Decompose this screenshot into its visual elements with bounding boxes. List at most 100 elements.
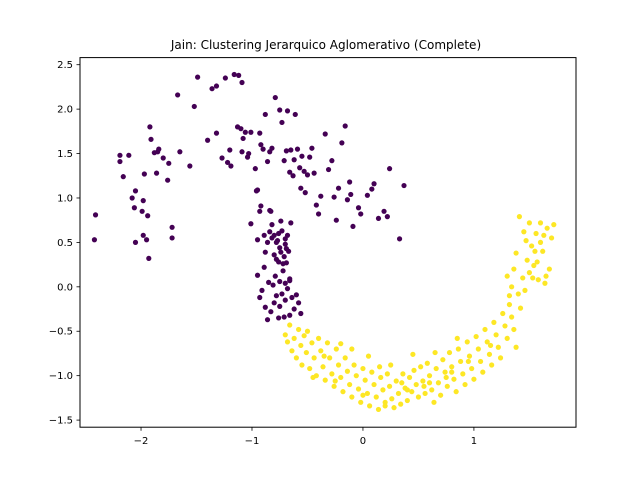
data-point-series-1 [502,323,508,329]
data-point-series-0 [279,291,285,297]
data-point-series-1 [384,371,390,377]
data-point-series-1 [382,403,388,409]
data-point-series-1 [504,335,510,341]
data-point-series-0 [269,222,275,228]
data-point-series-0 [297,165,303,171]
data-point-series-0 [298,310,304,317]
data-point-series-1 [351,362,357,368]
data-point-series-1 [469,365,475,372]
data-point-series-0 [141,171,147,177]
data-point-series-0 [279,228,285,234]
data-point-series-0 [252,166,258,172]
data-point-series-0 [287,312,293,318]
data-point-series-1 [418,364,424,370]
data-point-series-1 [457,358,464,365]
data-point-series-1 [511,326,517,333]
data-point-series-1 [513,344,519,350]
data-point-series-1 [380,387,386,393]
data-point-series-1 [446,349,453,356]
data-point-series-0 [209,86,215,92]
data-point-series-0 [292,111,298,118]
data-point-series-1 [310,374,316,381]
data-point-series-1 [473,333,479,340]
data-point-series-0 [140,232,146,238]
data-point-series-0 [240,135,246,142]
data-point-series-1 [378,374,384,381]
data-point-series-1 [531,262,537,269]
data-point-series-1 [535,277,541,283]
data-point-series-0 [302,190,308,196]
y-tick-label: 1.0 [57,193,73,204]
data-point-series-0 [132,239,139,245]
data-point-series-0 [277,107,283,113]
data-point-series-1 [477,358,484,365]
data-point-series-0 [264,317,271,323]
data-point-series-1 [444,383,450,389]
data-point-series-1 [493,332,499,338]
data-point-series-0 [309,145,315,151]
data-point-series-1 [318,348,324,354]
data-point-series-0 [318,193,324,199]
data-point-series-1 [529,243,535,249]
data-point-series-0 [342,123,348,129]
data-point-series-0 [284,286,291,292]
data-point-series-0 [277,303,283,309]
data-point-series-1 [342,355,348,361]
data-point-series-1 [509,314,515,320]
data-point-series-1 [438,392,444,398]
data-point-series-0 [228,163,234,169]
data-point-series-1 [513,250,519,256]
data-point-series-0 [278,218,284,224]
data-point-series-0 [257,130,263,136]
data-point-series-1 [426,373,433,379]
data-point-series-0 [396,236,403,242]
ticks-layer: −2 −1 0 1 −1.5 −1.0 −0.5 0.0 0.5 1.0 1.5 2.0 2.5 [49,60,477,447]
y-tick-label: −1.0 [49,371,73,382]
data-point-series-0 [246,150,252,157]
data-point-series-1 [347,381,353,388]
data-point-series-0 [271,232,277,238]
data-point-series-0 [381,208,387,214]
data-point-series-0 [331,194,337,200]
data-point-series-0 [175,92,181,98]
data-point-series-1 [329,371,335,377]
data-point-series-1 [449,369,455,375]
data-point-series-0 [283,246,289,252]
data-point-series-1 [533,230,539,237]
data-point-series-1 [442,369,448,375]
data-point-series-1 [298,342,304,349]
data-point-series-1 [546,266,552,272]
data-point-series-1 [311,355,317,361]
data-point-series-1 [526,220,532,226]
data-point-series-0 [282,241,288,247]
data-point-series-0 [294,146,301,152]
data-point-series-0 [369,186,375,192]
data-point-series-1 [364,390,370,397]
data-point-series-1 [400,371,406,377]
data-point-series-1 [388,362,394,368]
data-point-series-0 [277,245,283,251]
data-point-series-0 [278,249,284,255]
data-point-series-1 [324,340,331,346]
data-point-series-0 [227,147,233,153]
data-point-series-0 [272,94,278,101]
data-point-series-1 [398,401,404,407]
data-point-series-0 [117,152,123,158]
data-point-series-0 [236,72,242,78]
data-point-series-1 [482,326,488,333]
data-point-series-0 [284,108,291,114]
data-point-series-0 [325,166,332,173]
data-point-series-1 [465,358,471,365]
data-point-series-1 [432,349,438,356]
axes-frame [79,57,577,428]
data-point-series-0 [348,191,354,198]
data-point-series-1 [537,220,544,226]
data-point-series-0 [156,146,162,152]
y-tick-label: 0.5 [57,238,73,249]
data-point-series-0 [291,306,297,312]
data-point-series-0 [280,261,286,267]
data-point-series-1 [404,397,410,404]
data-point-series-0 [160,155,166,161]
data-point-series-1 [409,389,415,395]
data-point-series-0 [339,140,345,146]
